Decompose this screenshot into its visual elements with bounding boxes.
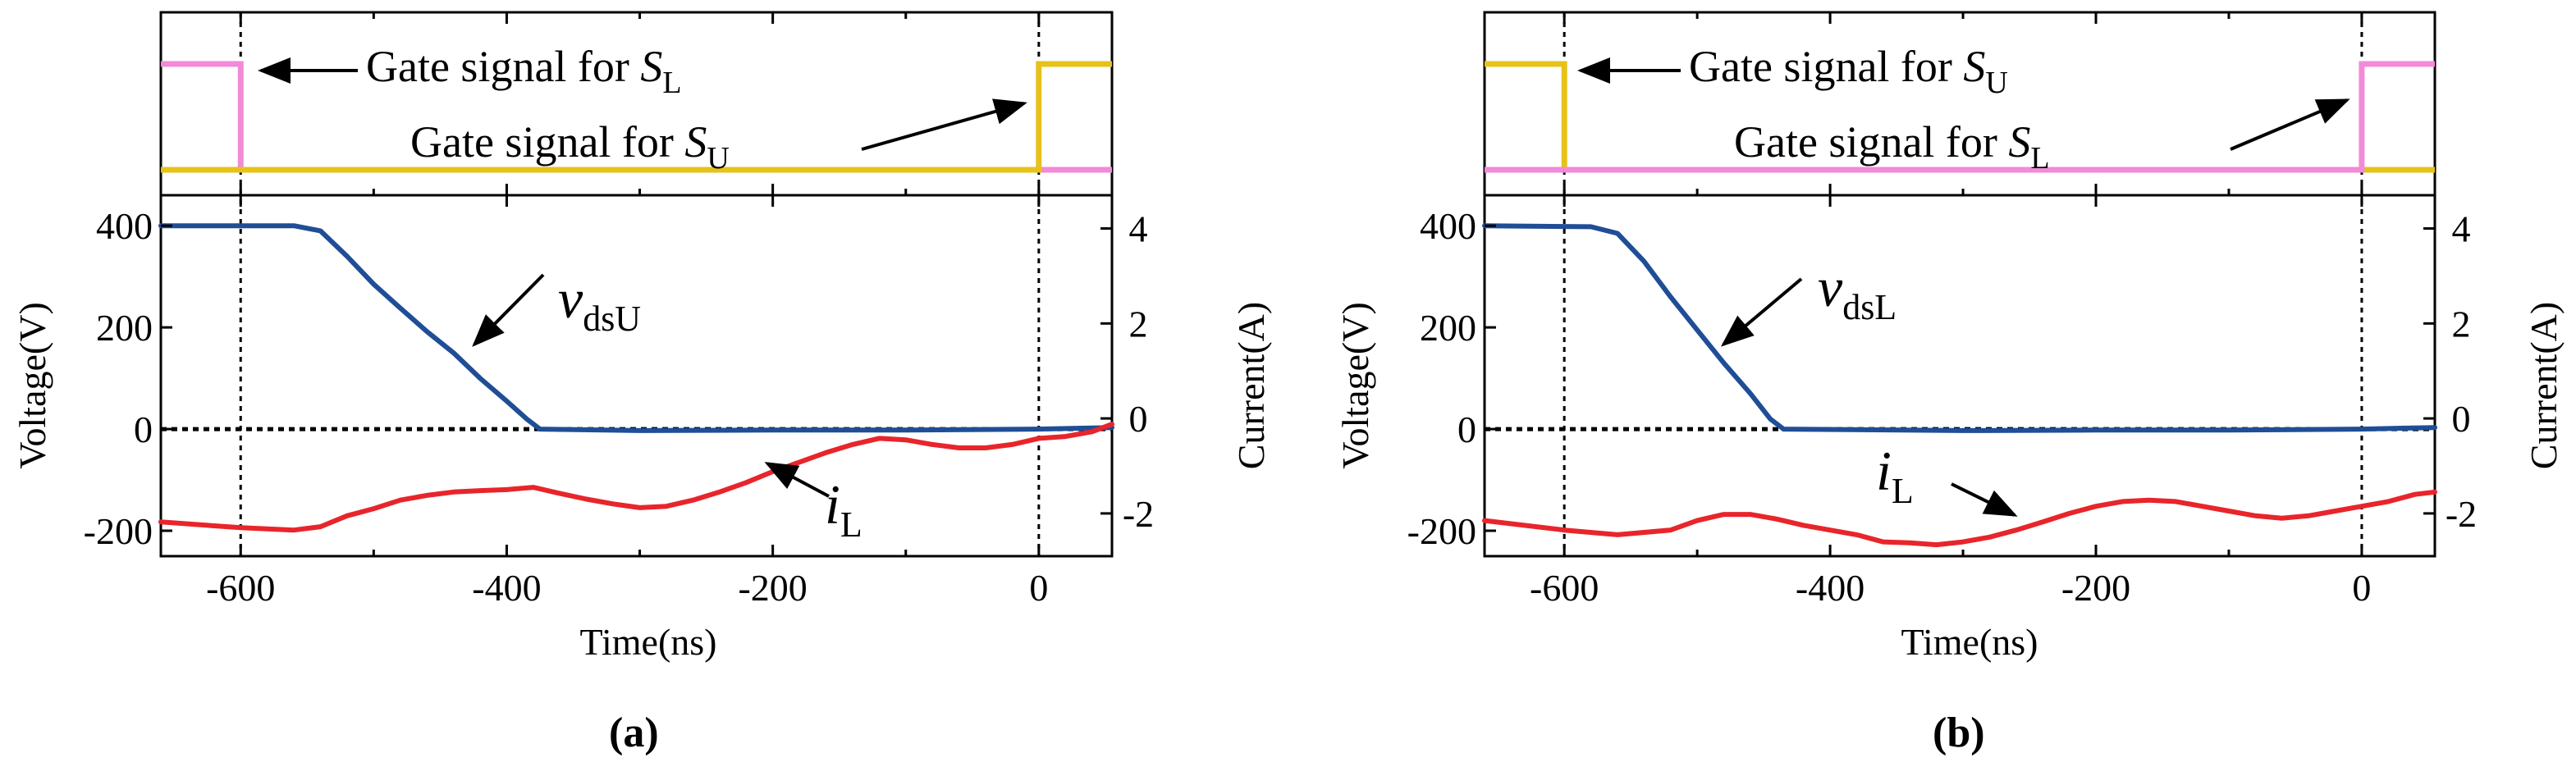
panel-b: -600 -400 -200 0 -200 0 200 400 -2 0 2 4 Gate signa… xyxy=(1334,11,2565,756)
y-tick-label-right: 0 xyxy=(2452,398,2471,440)
series-line-vdsU xyxy=(158,223,1114,433)
y-tick-label-left: 400 xyxy=(96,205,153,247)
y-tick-label-right: 2 xyxy=(2452,303,2471,345)
y-tick-label-left: -200 xyxy=(1407,510,1476,552)
ticks-a: -600 -400 -200 0 -200 0 200 400 -2 0 2 4 xyxy=(84,12,1154,609)
annotation-arrow-2 xyxy=(2230,98,2350,151)
y-tick-label-right: 2 xyxy=(1129,303,1148,345)
y-tick-label-right: -2 xyxy=(2446,493,2477,535)
gate-trace-SU xyxy=(161,61,1112,173)
gate-annotation-1-a: Gate signal for SL xyxy=(366,42,682,100)
zero-and-marker-lines-b xyxy=(1485,12,2435,556)
series-line-vdsL xyxy=(1482,223,2437,433)
y-tick-label-right: 4 xyxy=(1129,208,1148,250)
plot-box xyxy=(159,194,1114,558)
y-axis-title-right-b: Current(A) xyxy=(2523,302,2565,469)
gate-annotation-2-a: Gate signal for SU xyxy=(410,117,730,176)
il-label-a: iL xyxy=(825,473,862,545)
gate-traces-b xyxy=(1485,61,2435,173)
gate-annotation-1-b: Gate signal for SU xyxy=(1689,42,2008,100)
annotation-arrow-2 xyxy=(861,98,1027,151)
x-tick-label: -200 xyxy=(738,567,807,609)
plot-box xyxy=(1483,194,2436,558)
x-tick-label: -600 xyxy=(206,567,275,609)
annotation-arrow-3 xyxy=(1720,277,1803,347)
vds-label-b: vdsL xyxy=(1818,256,1897,327)
y-tick-label-left: 0 xyxy=(134,409,153,450)
x-tick-label: -600 xyxy=(1530,567,1599,609)
zero-and-marker-lines-a xyxy=(161,12,1112,556)
y-axis-title-left-b: Voltage(V) xyxy=(1334,302,1376,469)
gate-annotation-2-b: Gate signal for SL xyxy=(1734,117,2050,176)
arrows-b xyxy=(1577,57,2350,517)
series-line-iL xyxy=(158,422,1114,533)
y-axis-title-left-a: Voltage(V) xyxy=(11,302,53,469)
vds-label-a: vdsU xyxy=(558,267,641,339)
x-tick-label: 0 xyxy=(1029,567,1048,609)
arrows-a xyxy=(258,57,1027,498)
y-tick-label-left: 200 xyxy=(96,307,153,349)
main-frame-b xyxy=(1483,194,2436,558)
caption-a: (a) xyxy=(609,710,659,756)
x-axis-title-b: Time(ns) xyxy=(1901,621,2038,663)
gate-trace-SL xyxy=(1485,61,2435,173)
y-tick-label-left: -200 xyxy=(84,510,153,552)
main-frame-a xyxy=(159,194,1114,558)
y-tick-label-right: 0 xyxy=(1129,398,1148,440)
y-tick-label-left: 400 xyxy=(1420,205,1476,247)
y-tick-label-left: 0 xyxy=(1457,409,1476,450)
data-traces-b xyxy=(1482,223,2437,548)
panel-a: -600 -400 -200 0 -200 0 200 400 -2 0 2 4 Gate signa… xyxy=(11,11,1272,756)
gate-traces-a xyxy=(161,61,1112,173)
x-axis-title-a: Time(ns) xyxy=(580,621,717,663)
y-axis-title-right-a: Current(A) xyxy=(1230,302,1272,469)
annotation-arrow-3 xyxy=(472,273,545,347)
annotation-arrow-4 xyxy=(764,462,830,498)
il-label-b: iL xyxy=(1876,440,1914,511)
y-tick-label-left: 200 xyxy=(1420,307,1476,349)
x-tick-label: 0 xyxy=(2352,567,2371,609)
series-line-iL xyxy=(1482,489,2437,548)
ticks-b: -600 -400 -200 0 -200 0 200 400 -2 0 2 4 xyxy=(1407,12,2477,609)
x-tick-label: -400 xyxy=(472,567,541,609)
data-traces-a xyxy=(158,223,1114,533)
y-tick-label-right: -2 xyxy=(1123,493,1154,535)
caption-b: (b) xyxy=(1933,710,1985,756)
annotation-arrow-4 xyxy=(1951,482,2018,517)
y-tick-label-right: 4 xyxy=(2452,208,2471,250)
x-tick-label: -200 xyxy=(2061,567,2130,609)
x-tick-label: -400 xyxy=(1796,567,1865,609)
